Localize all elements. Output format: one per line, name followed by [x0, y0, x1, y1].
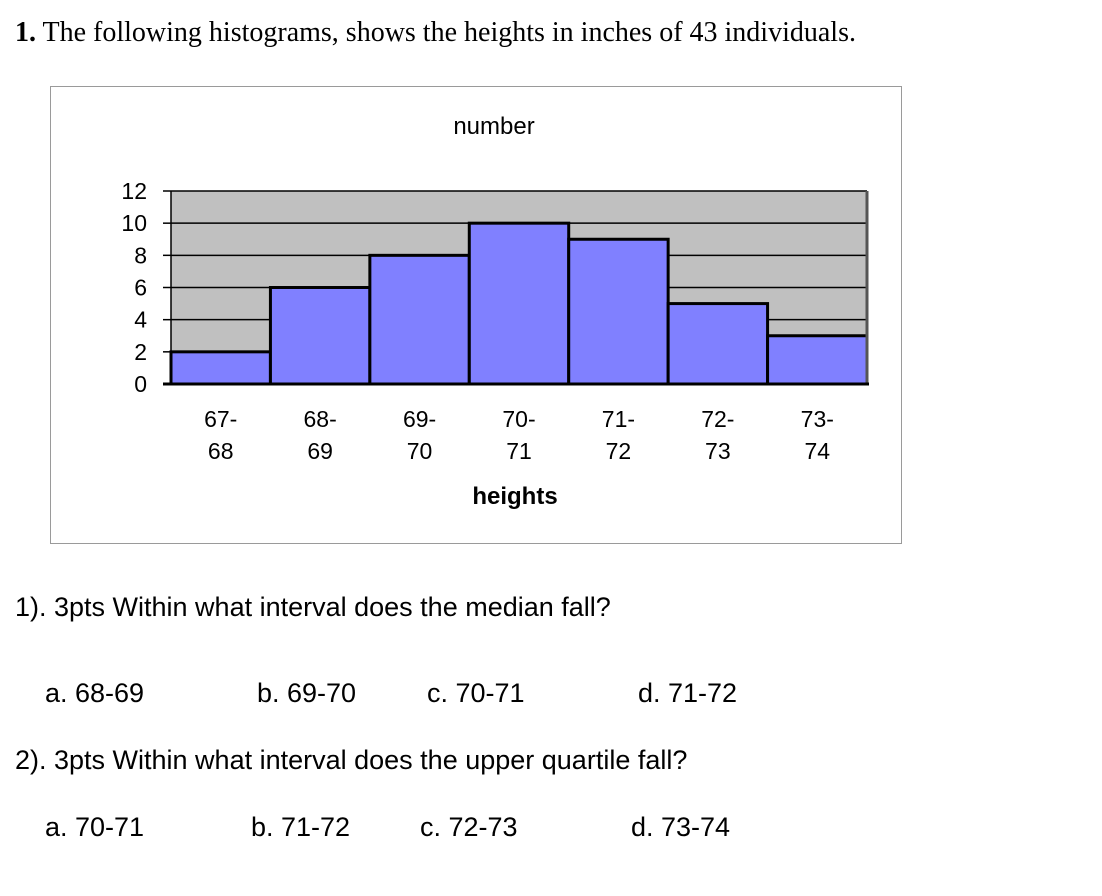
histogram-bar [766, 334, 869, 386]
y-tick-label: 0 [134, 371, 147, 397]
x-tick-label: 71- [602, 406, 635, 432]
q2-option-b[interactable]: b. 71-72 [251, 812, 351, 842]
q1-option-a[interactable]: a. 68-69 [45, 678, 145, 708]
x-tick-label: 69 [307, 438, 333, 464]
x-tick-label: 73 [705, 438, 731, 464]
problem-text: The following histograms, shows the heig… [36, 17, 856, 48]
question-2: 2). 3pts Within what interval does the u… [15, 745, 688, 775]
q2-option-a[interactable]: a. 70-71 [45, 812, 145, 842]
x-tick-label: 72- [701, 406, 734, 432]
problem-number: 1. [15, 17, 36, 48]
y-tick-label: 6 [134, 275, 147, 301]
histogram-chart: 0 2 4 6 8 10 12 67- 68 68- 69 69- 70 70- 71 71- 72 72- 73 7… [50, 86, 902, 544]
histogram-bar [268, 286, 372, 386]
x-tick-label: 67- [204, 406, 237, 432]
x-tick-label: 69- [403, 406, 436, 432]
histogram-bar [567, 237, 670, 386]
x-tick-label: 73- [801, 406, 834, 432]
y-tick-label: 4 [134, 307, 147, 333]
y-tick-label: 10 [121, 210, 147, 236]
histogram-svg: 02468101267-6868-6969-7070-7171-7272-737… [121, 113, 869, 510]
x-tick-label: 70 [407, 438, 433, 464]
y-tick-label: 2 [134, 339, 147, 365]
problem-heading: 1. The following histograms, shows the h… [15, 17, 856, 49]
q1-option-d[interactable]: d. 71-72 [638, 678, 738, 708]
x-tick-label: 71 [506, 438, 532, 464]
histogram-bar [368, 253, 471, 386]
question-1: 1). 3pts Within what interval does the m… [15, 592, 611, 622]
y-tick-label: 8 [134, 242, 147, 268]
x-tick-label: 68 [208, 438, 234, 464]
x-tick-label: 74 [804, 438, 830, 464]
q1-option-c[interactable]: c. 70-71 [427, 678, 525, 708]
y-tick-label: 12 [121, 178, 147, 204]
x-axis-label: heights [472, 483, 557, 510]
q1-option-b[interactable]: b. 69-70 [257, 678, 357, 708]
chart-title: number [453, 113, 534, 140]
x-tick-label: 72 [606, 438, 632, 464]
x-tick-label: 70- [502, 406, 535, 432]
q2-option-c[interactable]: c. 72-73 [420, 812, 518, 842]
histogram-bar [666, 302, 770, 386]
x-tick-label: 68- [304, 406, 337, 432]
histogram-bar [467, 221, 571, 386]
q2-option-d[interactable]: d. 73-74 [631, 812, 731, 842]
histogram-bar [169, 350, 272, 386]
